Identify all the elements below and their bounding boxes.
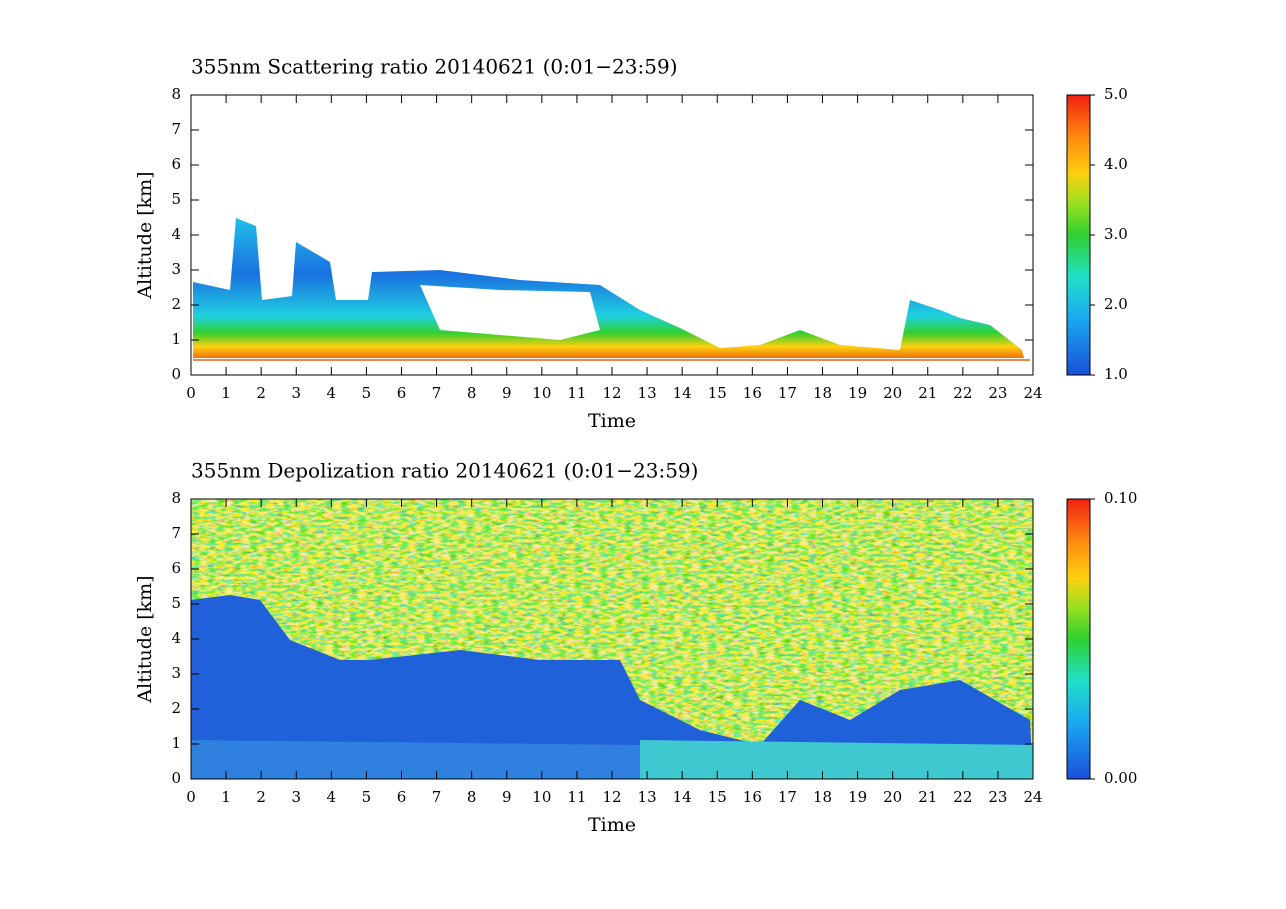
x-tick-label: 21 [918, 788, 937, 806]
x-tick-label: 5 [362, 384, 372, 402]
x-tick-label: 22 [953, 788, 972, 806]
x-tick-label: 10 [532, 788, 551, 806]
x-tick-label: 23 [988, 788, 1007, 806]
x-tick-label: 15 [708, 788, 727, 806]
x-tick-label: 23 [988, 384, 1007, 402]
y-tick-label: 4 [171, 629, 181, 647]
x-tick-label: 11 [567, 384, 586, 402]
chart-title: 355nm Scattering ratio 20140621 (0:01−23… [191, 55, 678, 79]
x-tick-label: 2 [256, 788, 266, 806]
x-tick-label: 21 [918, 384, 937, 402]
x-tick-label: 12 [602, 788, 621, 806]
x-tick-label: 20 [883, 384, 902, 402]
y-tick-label: 3 [171, 260, 181, 278]
x-tick-label: 1 [221, 384, 231, 402]
x-tick-label: 8 [467, 384, 477, 402]
y-tick-label: 2 [171, 295, 181, 313]
colorbar-tick-label: 5.0 [1104, 85, 1128, 103]
x-tick-label: 5 [362, 788, 372, 806]
x-tick-label: 7 [432, 384, 442, 402]
x-tick-label: 13 [638, 384, 657, 402]
y-axis-label: Altitude [km] [134, 171, 156, 299]
x-tick-label: 9 [502, 788, 512, 806]
x-tick-label: 14 [673, 384, 692, 402]
y-tick-label: 5 [171, 594, 181, 612]
colorbar-tick-label: 3.0 [1104, 225, 1128, 243]
x-tick-label: 24 [1023, 788, 1042, 806]
x-tick-label: 16 [743, 788, 762, 806]
colorbar-tick-label: 1.0 [1104, 365, 1128, 383]
x-tick-label: 19 [848, 384, 867, 402]
y-tick-label: 7 [171, 524, 181, 542]
x-tick-label: 7 [432, 788, 442, 806]
x-tick-label: 2 [256, 384, 266, 402]
y-tick-label: 6 [171, 155, 181, 173]
x-tick-label: 0 [186, 788, 196, 806]
y-tick-label: 0 [171, 365, 181, 383]
y-tick-label: 3 [171, 664, 181, 682]
colorbar [1066, 498, 1091, 780]
x-tick-label: 6 [397, 788, 407, 806]
x-tick-label: 22 [953, 384, 972, 402]
y-tick-label: 2 [171, 699, 181, 717]
x-tick-label: 11 [567, 788, 586, 806]
x-tick-label: 24 [1023, 384, 1042, 402]
x-tick-label: 20 [883, 788, 902, 806]
x-tick-label: 15 [708, 384, 727, 402]
x-tick-label: 10 [532, 384, 551, 402]
x-tick-label: 12 [602, 384, 621, 402]
y-tick-label: 6 [171, 559, 181, 577]
x-tick-label: 3 [291, 384, 301, 402]
x-tick-label: 4 [327, 384, 337, 402]
colorbar-tick-label: 0.00 [1104, 769, 1137, 787]
x-tick-label: 8 [467, 788, 477, 806]
y-tick-label: 8 [171, 489, 181, 507]
colorbar-tick-label: 2.0 [1104, 295, 1128, 313]
heatmap-field [191, 499, 1033, 779]
x-axis-label: Time [588, 814, 636, 836]
x-tick-label: 17 [778, 788, 797, 806]
colorbar [1066, 94, 1091, 376]
chart-title: 355nm Depolization ratio 20140621 (0:01−… [191, 459, 698, 483]
x-axis-label: Time [588, 410, 636, 432]
x-tick-label: 14 [673, 788, 692, 806]
x-tick-label: 18 [813, 788, 832, 806]
x-tick-label: 19 [848, 788, 867, 806]
x-tick-label: 3 [291, 788, 301, 806]
x-tick-label: 6 [397, 384, 407, 402]
y-tick-label: 5 [171, 190, 181, 208]
x-tick-label: 18 [813, 384, 832, 402]
x-tick-label: 13 [638, 788, 657, 806]
x-tick-label: 17 [778, 384, 797, 402]
x-tick-label: 1 [221, 788, 231, 806]
y-tick-label: 1 [171, 734, 181, 752]
x-tick-label: 0 [186, 384, 196, 402]
x-tick-label: 16 [743, 384, 762, 402]
y-tick-label: 4 [171, 225, 181, 243]
y-axis-label: Altitude [km] [134, 575, 156, 703]
y-tick-label: 7 [171, 120, 181, 138]
x-tick-label: 4 [327, 788, 337, 806]
y-tick-label: 0 [171, 769, 181, 787]
y-tick-label: 8 [171, 85, 181, 103]
colorbar-tick-label: 0.10 [1104, 489, 1137, 507]
x-tick-label: 9 [502, 384, 512, 402]
y-tick-label: 1 [171, 330, 181, 348]
colorbar-tick-label: 4.0 [1104, 155, 1128, 173]
heatmap-field [193, 218, 1030, 361]
